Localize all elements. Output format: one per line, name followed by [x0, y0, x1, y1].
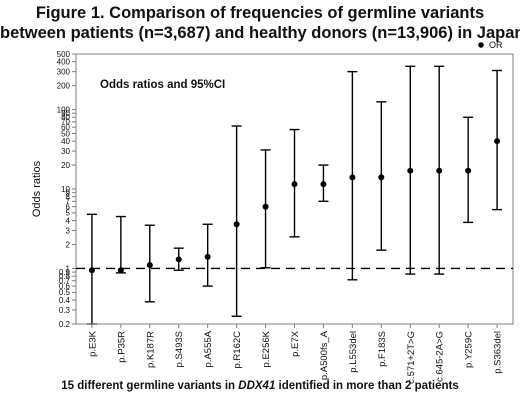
y-axis-ticks: 0.20.30.40.50.60.70.80.91234567891020304…: [57, 50, 76, 329]
y-tick-label: 200: [57, 81, 71, 90]
y-tick-label: 90: [61, 109, 70, 118]
x-axis-ticks: p.E3K p.P35R p.K187R p.S493S p.A555A p.R162C p…: [87, 324, 504, 384]
plot-annotation: Odds ratios and 95%CI: [100, 79, 225, 91]
x-tick-label: p.A555A: [203, 330, 214, 367]
y-tick-label: 20: [61, 161, 70, 170]
odds-ratio-point: [436, 167, 443, 174]
figure-footer: 15 different germline variants in DDX41 …: [0, 380, 520, 392]
x-tick-label: p.F183S: [377, 331, 388, 367]
y-tick-label: 7: [66, 197, 71, 206]
y-tick-label: 60: [61, 123, 70, 132]
y-tick-label: 1: [66, 264, 71, 273]
odds-ratio-point: [494, 138, 501, 145]
y-tick-label: 80: [61, 113, 70, 122]
footer-prefix: 15 different germline variants in: [61, 380, 239, 392]
y-tick-label: 6: [66, 202, 71, 211]
y-tick-label: 0.3: [59, 306, 71, 315]
odds-ratio-point: [320, 181, 327, 188]
title-line-2: between patients (n=3,687) and healthy d…: [0, 24, 520, 42]
odds-ratio-point: [175, 256, 182, 263]
y-tick-label: 2: [66, 240, 71, 249]
y-tick-label: 0.9: [59, 268, 71, 277]
y-tick-label: 5: [66, 209, 71, 218]
y-tick-label: 500: [57, 50, 71, 59]
y-tick-label: 40: [61, 137, 70, 146]
y-tick-label: 9: [66, 188, 71, 197]
x-tick-label: p.S363del: [493, 331, 504, 374]
y-tick-label: 10: [61, 185, 70, 194]
odds-ratio-point: [407, 167, 414, 174]
x-tick-label: p.A500fs_A: [319, 330, 330, 380]
y-tick-label: 100: [57, 105, 71, 114]
y-tick-label: 0.7: [59, 277, 71, 286]
y-tick-label: 4: [66, 216, 71, 225]
x-tick-label: p.E256K: [261, 330, 272, 367]
odds-ratio-point: [233, 221, 240, 228]
odds-ratio-point: [262, 203, 269, 210]
error-bar-marks: [86, 65, 503, 325]
x-tick-label: p.E7X: [290, 330, 301, 357]
odds-ratio-point: [291, 181, 298, 188]
odds-ratio-point: [204, 253, 211, 260]
y-tick-label: 300: [57, 67, 71, 76]
x-tick-label: p.R162C: [232, 331, 243, 369]
y-tick-label: 8: [66, 193, 71, 202]
odds-ratio-point: [378, 174, 385, 181]
x-tick-label: p.P35R: [116, 331, 127, 363]
x-tick-label: c.571+2T>G: [406, 331, 417, 384]
footer-gene: DDX41: [238, 380, 276, 392]
odds-ratio-point: [349, 174, 356, 181]
y-tick-label: 0.8: [59, 272, 71, 281]
y-axis-label: Odds ratios: [31, 160, 43, 217]
legend-marker: [478, 42, 484, 48]
legend-label: OR: [489, 40, 503, 50]
footer-suffix: identified in more than 2 patients: [275, 380, 459, 392]
figure-title: Figure 1. Comparison of frequencies of g…: [0, 3, 520, 43]
y-tick-label: 0.6: [59, 282, 71, 291]
x-tick-label: p.Y259C: [464, 331, 475, 368]
title-line-1: Figure 1. Comparison of frequencies of g…: [35, 4, 485, 22]
y-tick-label: 3: [66, 226, 71, 235]
y-tick-label: 30: [61, 147, 70, 156]
y-tick-label: 0.4: [59, 296, 71, 305]
y-tick-label: 50: [61, 129, 70, 138]
y-tick-label: 0.2: [59, 320, 71, 329]
odds-ratio-point: [465, 167, 472, 174]
x-tick-label: p.L553del: [348, 331, 359, 373]
x-tick-label: p.S493S: [174, 331, 185, 367]
odds-ratio-point: [146, 262, 153, 269]
plot-frame: [75, 53, 514, 325]
x-tick-label: c.645-2A>G: [435, 331, 446, 382]
y-tick-label: 0.5: [59, 288, 71, 297]
y-tick-label: 70: [61, 118, 70, 127]
x-tick-label: p.K187R: [145, 331, 156, 368]
x-tick-label: p.E3K: [87, 330, 98, 357]
y-tick-label: 400: [57, 58, 71, 67]
